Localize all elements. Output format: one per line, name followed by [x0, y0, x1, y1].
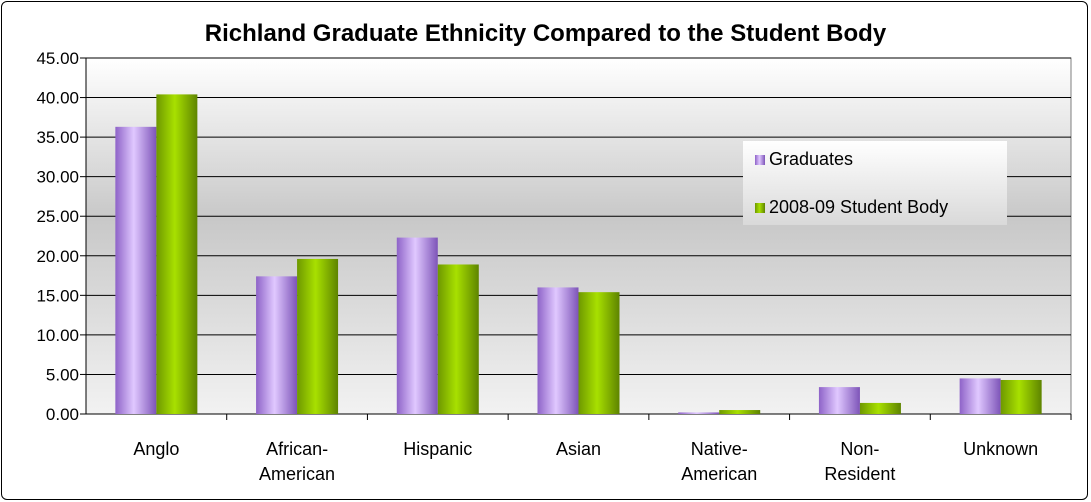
legend-label-graduates: Graduates — [769, 149, 853, 169]
bar-2008-09-student-body-0 — [156, 94, 198, 414]
chart-title: Richland Graduate Ethnicity Compared to … — [204, 20, 887, 47]
y-tick-label: 30.00 — [36, 168, 79, 187]
bar-graduates-3 — [537, 287, 579, 414]
bar-graduates-5 — [818, 387, 860, 414]
bar-graduates-0 — [115, 126, 157, 415]
legend: Graduates 2008-09 Student Body — [743, 141, 1007, 225]
x-category-label: Unknown — [963, 439, 1038, 459]
bar-graduates-4 — [678, 412, 720, 414]
legend-swatch-graduates — [755, 155, 765, 165]
legend-swatch-student-body — [755, 203, 765, 213]
bars — [115, 94, 1042, 415]
x-category-label: Hispanic — [403, 439, 472, 459]
x-category-label: Native- — [691, 439, 748, 459]
bar-graduates-1 — [256, 276, 298, 414]
x-category-label: Asian — [556, 439, 601, 459]
y-tick-label: 35.00 — [36, 128, 79, 147]
bar-graduates-2 — [396, 237, 438, 414]
y-tick-label: 20.00 — [36, 247, 79, 266]
x-category-label: Non- — [840, 439, 879, 459]
bar-2008-09-student-body-1 — [297, 258, 339, 414]
legend-box — [743, 141, 1007, 225]
x-category-label: Anglo — [133, 439, 179, 459]
x-category-label: American — [259, 464, 335, 484]
x-category-label: American — [681, 464, 757, 484]
x-category-label: African- — [266, 439, 328, 459]
y-tick-label: 45.00 — [36, 49, 79, 68]
x-category-label: Resident — [824, 464, 895, 484]
y-tick-label: 0.00 — [46, 405, 79, 424]
y-tick-label: 15.00 — [36, 286, 79, 305]
bar-2008-09-student-body-2 — [437, 264, 479, 414]
y-axis-tick-labels: 0.00 5.00 10.00 15.00 20.00 25.00 30.00 35.00 40… — [36, 49, 79, 424]
legend-label-student-body: 2008-09 Student Body — [769, 197, 948, 217]
y-tick-label: 5.00 — [46, 365, 79, 384]
bar-2008-09-student-body-5 — [859, 402, 901, 414]
y-tick-label: 40.00 — [36, 89, 79, 108]
y-tick-label: 25.00 — [36, 207, 79, 226]
bar-2008-09-student-body-3 — [578, 292, 620, 414]
y-tick-label: 10.00 — [36, 326, 79, 345]
bar-graduates-6 — [959, 378, 1001, 414]
x-axis-category-labels: Anglo African- American Hispanic Asian Native… — [133, 439, 1038, 484]
bar-2008-09-student-body-6 — [1000, 379, 1042, 414]
bar-2008-09-student-body-4 — [719, 410, 761, 414]
